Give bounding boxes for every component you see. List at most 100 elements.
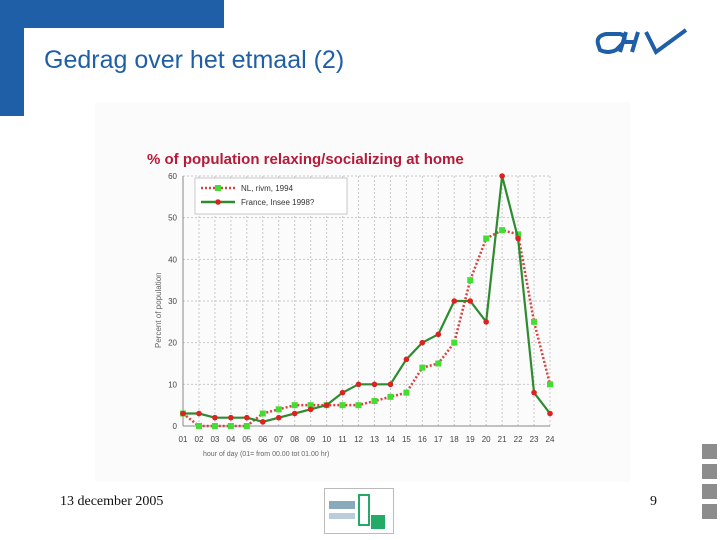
x-tick-label: 01 [179,435,188,444]
x-axis-label: hour of day (01= from 00.00 tot 01.00 hr… [203,451,329,458]
legend-label-2: France, Insee 1998? [241,198,315,207]
x-tick-label: 20 [482,435,491,444]
y-tick-label: 60 [168,172,177,181]
series-2-point [371,381,378,388]
legend-box [194,177,348,215]
series-2-point [291,410,298,417]
x-tick-label: 10 [322,435,331,444]
x-tick-label: 03 [210,435,219,444]
series-1-point [467,277,474,284]
series-2-point [403,356,410,363]
page-number: 9 [650,494,657,509]
series-2-point [355,381,362,388]
series-2-point [419,339,426,346]
series-2-point [259,419,266,425]
series-1-point [291,402,298,409]
series-2-point [307,406,314,413]
series-1-point [451,339,458,346]
series-1-point [307,402,314,409]
slide-accent-bar-top [24,0,224,28]
series-2-point [323,402,330,408]
series-1-point [387,393,394,400]
x-tick-label: 14 [386,435,395,444]
legend-marker-1 [215,185,221,191]
series-2-point [244,414,250,421]
y-tick-label: 20 [168,339,177,348]
series-1-point [547,381,553,388]
x-tick-label: 06 [258,435,267,444]
series-1-point [435,360,442,367]
y-axis-label: Percent of population [154,272,163,348]
footer-logo [324,488,394,534]
slide-accent-bar-left [0,0,24,116]
series-2-point [275,414,282,421]
series-2-point [451,298,458,304]
slide-title: Gedrag over het etmaal (2) [44,46,345,74]
series-1-point [211,423,218,429]
x-tick-label: 22 [514,435,523,444]
chart-legend: NL, rivm, 1994 France, Insee 1998? [194,177,348,215]
y-tick-label: 10 [168,380,177,389]
series-1-point [227,423,234,429]
series-1-point [259,410,266,417]
series-1-point [531,318,538,325]
x-tick-label: 18 [450,435,459,444]
x-tick-label: 02 [195,435,204,444]
series-1-point [371,398,378,404]
x-tick-label: 12 [354,435,363,444]
y-tick-label: 40 [168,255,177,264]
series-2-point [387,381,394,388]
x-tick-label: 19 [466,435,475,444]
legend-label-1: NL, rivm, 1994 [241,184,294,193]
series-1-point [275,406,282,413]
x-tick-label: 17 [434,435,443,444]
legend-marker-2 [215,199,221,205]
x-tick-label: 16 [418,435,427,444]
ohv-logo [595,28,688,56]
x-tick-label: 09 [306,435,315,444]
y-tick-label: 50 [168,214,177,223]
x-tick-label: 04 [226,435,235,444]
decor-square [702,504,717,519]
x-tick-label: 15 [402,435,411,444]
series-2-point [531,389,537,396]
x-tick-label: 23 [530,435,539,444]
series-1-point [339,402,346,409]
decor-square [702,484,717,499]
series-2-point [547,410,553,417]
series-1-point [419,364,426,371]
series-1-point [355,402,362,409]
series-2-point [212,414,218,421]
y-tick-label: 30 [168,297,177,306]
series-1-point [243,423,250,429]
chart-tick-labels: 0 10 20 30 40 50 60 01 02 03 04 05 06 07 08 09 10 11 12 13 1… [168,172,555,444]
series-2-point [515,235,521,242]
series-2-point [499,173,505,179]
chart-title: % of population relaxing/socializing at … [147,151,464,168]
series-2-point [339,389,346,396]
chart-panel: % of population relaxing/socializing at … [95,102,630,482]
series-2-point [483,319,489,325]
series-2-point [228,414,234,421]
x-tick-label: 08 [290,435,299,444]
series-2-point [467,298,474,304]
series-line-1 [182,228,552,428]
series-2-point [196,410,202,417]
x-tick-label: 24 [546,435,555,444]
y-tick-label: 0 [173,422,178,431]
decor-square [702,464,717,479]
x-tick-label: 13 [370,435,379,444]
x-tick-label: 05 [242,435,251,444]
line-chart: % of population relaxing/socializing at … [147,151,555,458]
footer-date: 13 december 2005 [60,494,164,509]
series-1-point [403,389,410,396]
series-1-point [195,423,202,429]
x-tick-label: 07 [274,435,283,444]
decor-square [702,444,717,459]
side-decoration [702,444,720,524]
series-2-point [180,410,186,417]
chart-series [180,173,553,429]
x-tick-label: 21 [498,435,507,444]
x-tick-label: 11 [338,435,347,444]
series-2-point [435,331,442,338]
